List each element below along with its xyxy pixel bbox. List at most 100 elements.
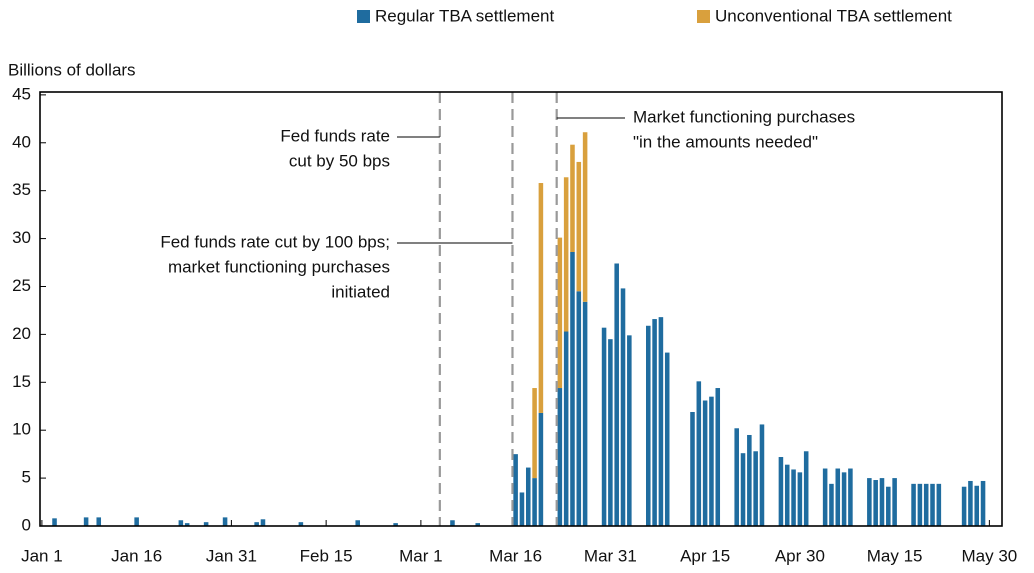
x-tick-label: Mar 1 [399,546,442,565]
bar-segment [829,483,834,526]
x-tick-label: Apr 15 [680,546,730,565]
x-tick-label: Mar 16 [489,546,542,565]
bar-segment [791,469,796,526]
plot-frame [39,91,1003,527]
bar-segment [778,457,784,526]
x-tick-label: Jan 31 [206,546,257,565]
bar-segment [254,522,259,526]
bar-segment [355,520,360,526]
annotation-text: Fed funds rate [280,126,390,145]
bar-segment [961,486,967,526]
y-tick-label: 20 [12,324,31,343]
x-tick-label: Mar 31 [584,546,637,565]
bar-segment [835,468,841,526]
annotation-text: initiated [331,282,390,301]
bar-segment [83,517,89,526]
bar-segment [702,400,708,526]
bar-segment [911,483,916,526]
annotation-text: cut by 50 bps [289,151,390,170]
y-tick-label: 10 [12,420,31,439]
x-tick-label: Jan 1 [21,546,63,565]
bar-segment [709,396,714,526]
y-tick-label: 35 [12,180,31,199]
x-tick-label: May 30 [961,546,1017,565]
annotation-text: Fed funds rate cut by 100 bps; [160,232,390,251]
x-tick-label: May 15 [867,546,923,565]
bar-segment [298,522,304,526]
y-tick-label: 0 [22,515,31,534]
bar-segment [879,478,885,526]
annotation-text: "in the amounts needed" [633,132,818,151]
bar-segment [608,339,613,526]
bar-segment [557,237,563,389]
bar-segment [740,453,746,526]
bar-segment [848,468,853,526]
bar-segment [664,352,670,526]
bar-segment [52,518,57,526]
bar-segment [134,517,139,526]
bar-segment [968,480,973,526]
bar-segment [867,478,872,526]
bar-segment [690,411,695,526]
bar-segment [475,523,481,526]
bar-segment [538,183,544,413]
bar-segment [747,434,752,526]
bar-segment [563,331,569,526]
bar-segment [652,319,657,526]
bar-segment [570,251,575,526]
bar-segment [570,144,575,252]
bar-segment [532,388,537,479]
bar-segment [576,161,582,292]
legend-label: Unconventional TBA settlement [715,6,952,25]
bar-segment [563,177,569,332]
bar-segment [538,412,544,526]
y-tick-label: 30 [12,228,31,247]
bar-segment [513,454,518,526]
bar-segment [178,520,184,526]
bar-segment [886,486,891,526]
legend-label: Regular TBA settlement [375,6,554,25]
x-tick-label: Jan 16 [111,546,162,565]
y-tick-label: 15 [12,372,31,391]
y-tick-label: 40 [12,132,31,151]
bar-segment [715,388,721,526]
bar-segment [803,451,809,526]
bar-segment [734,428,739,526]
bar-segment [582,301,588,526]
bar-segment [892,478,897,526]
bar-segment [184,523,190,526]
x-tick-label: Feb 15 [300,546,353,565]
bar-segment [784,464,790,526]
bar-segment [797,472,803,526]
bar-segment [620,288,626,526]
bar-segment [646,325,651,526]
bar-segment [532,478,537,526]
bar-segment [822,468,828,526]
y-axis-label: Billions of dollars [8,60,136,79]
y-tick-label: 45 [12,84,31,103]
bar-segment [873,480,878,526]
bar-segment [557,388,563,526]
bar-segment [658,317,664,526]
bar-segment [203,522,209,526]
y-tick-label: 5 [22,468,31,487]
bar-segment [614,263,619,526]
bar-segment [222,517,228,526]
bar-segment [96,517,102,526]
bar-segment [936,483,942,526]
bar-segment [980,480,986,526]
bar-segment [974,485,980,526]
bar-segment [753,451,758,526]
bar-segment [696,381,702,526]
bar-segment [582,132,588,302]
bar-segment [841,472,847,526]
legend-swatch [697,10,710,23]
bar-segment [519,492,525,526]
bar-segment [576,291,582,526]
bar-segment [393,523,398,526]
bar-segment [917,483,923,526]
bar-segment [525,467,531,526]
x-tick-label: Apr 30 [775,546,825,565]
bar-segment [627,335,632,526]
